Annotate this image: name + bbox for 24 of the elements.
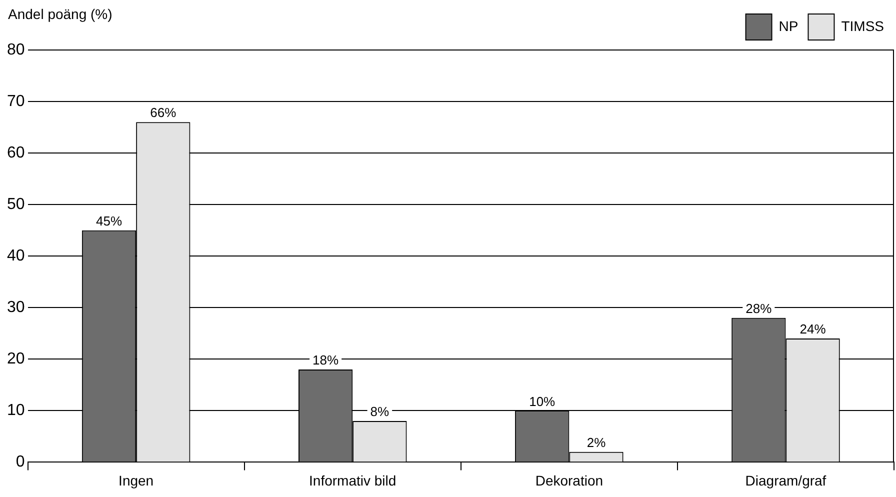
- y-tick-label: 80: [7, 41, 25, 58]
- y-tick-label: 20: [7, 350, 25, 368]
- legend-label: NP: [778, 18, 798, 34]
- x-tick-label: Ingen: [118, 472, 154, 488]
- legend-label: TIMSS: [841, 18, 884, 34]
- y-tick-label: 60: [7, 144, 25, 162]
- y-axis-title: Andel poäng (%): [8, 6, 112, 22]
- x-tick-label: Dekoration: [535, 472, 604, 488]
- data-label: 18%: [312, 352, 339, 368]
- data-label: 2%: [586, 434, 606, 450]
- data-label: 24%: [800, 322, 826, 337]
- y-tick-label: 50: [7, 196, 25, 213]
- y-tick-label: 10: [7, 402, 25, 420]
- y-tick-label: 30: [7, 299, 25, 316]
- data-label: 45%: [96, 213, 122, 228]
- data-label: 28%: [746, 301, 772, 316]
- data-label: 66%: [150, 105, 177, 120]
- y-tick-label: 70: [7, 92, 25, 110]
- x-tick-label: Diagram/graf: [745, 472, 826, 488]
- y-tick-label: 40: [7, 248, 25, 265]
- y-tick-label: 0: [16, 454, 25, 471]
- data-label: 10%: [529, 394, 556, 409]
- data-label: 8%: [370, 404, 390, 420]
- x-tick-label: Informativ bild: [309, 472, 396, 488]
